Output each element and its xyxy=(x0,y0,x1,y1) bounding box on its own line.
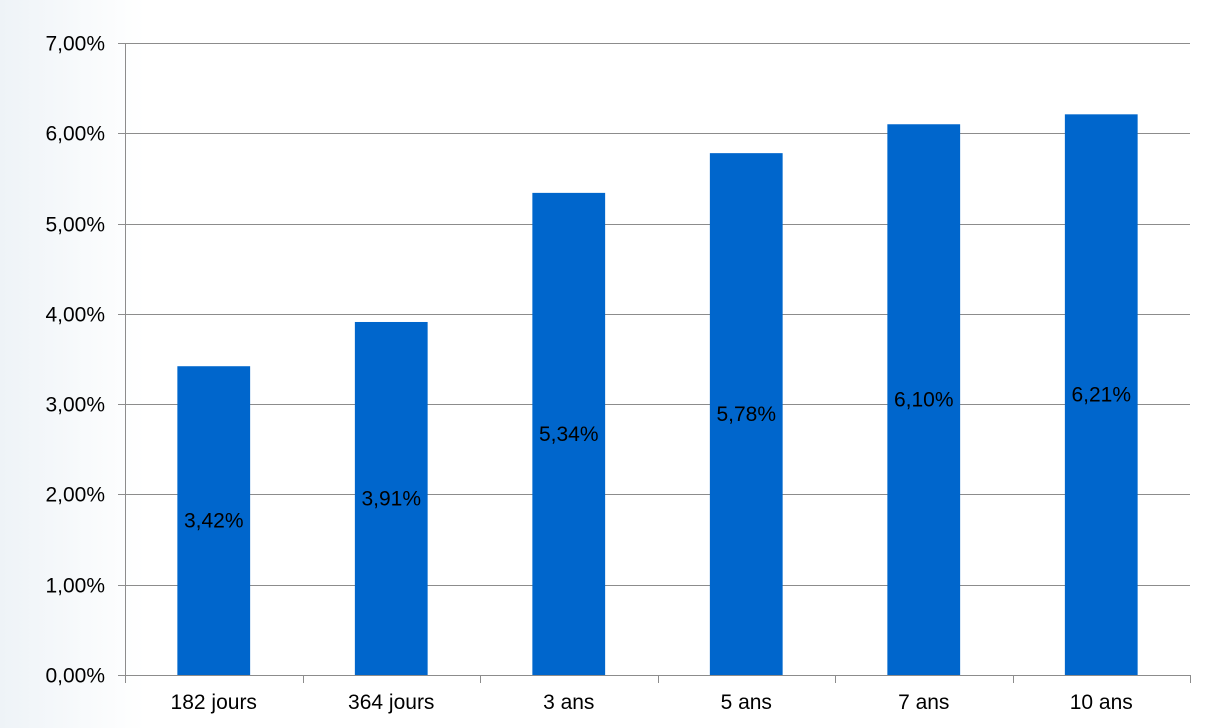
bar xyxy=(1064,114,1138,676)
y-tick-label: 4,00% xyxy=(45,304,105,327)
data-labels: 3,42% 3,91% 5,34% 5,78% 6,10% 6,21% xyxy=(184,384,1131,533)
y-tick-label: 7,00% xyxy=(45,33,105,56)
y-tick-label: 3,00% xyxy=(45,394,105,417)
bar xyxy=(354,321,428,675)
x-tick-label: 7 ans xyxy=(898,691,949,714)
y-tick-label: 5,00% xyxy=(45,214,105,237)
bars xyxy=(177,114,1138,676)
bar xyxy=(709,153,783,676)
y-tick-label: 0,00% xyxy=(45,665,105,688)
gridlines xyxy=(125,43,1190,586)
x-tick-labels: 182 jours 364 jours 3 ans 5 ans 7 ans 10 ans xyxy=(171,691,1133,714)
x-tick-label: 364 jours xyxy=(348,691,434,714)
data-label: 6,10% xyxy=(894,389,954,412)
x-tick-label: 10 ans xyxy=(1070,691,1133,714)
y-tick-label: 1,00% xyxy=(45,575,105,598)
data-label: 5,34% xyxy=(539,423,599,446)
x-tick-label: 3 ans xyxy=(543,691,594,714)
y-tick-labels: 0,00% 1,00% 2,00% 3,00% 4,00% 5,00% 6,00% 7,00% xyxy=(45,33,105,688)
axes xyxy=(118,43,1191,683)
y-tick-label: 6,00% xyxy=(45,123,105,146)
x-tick-label: 5 ans xyxy=(721,691,772,714)
x-tick-label: 182 jours xyxy=(171,691,257,714)
data-label: 5,78% xyxy=(716,403,776,426)
bar xyxy=(177,366,251,675)
y-tick-label: 2,00% xyxy=(45,484,105,507)
bar xyxy=(532,192,606,676)
bar xyxy=(887,124,961,675)
data-label: 6,21% xyxy=(1071,384,1131,407)
data-label: 3,42% xyxy=(184,510,244,533)
data-label: 3,91% xyxy=(361,487,421,510)
